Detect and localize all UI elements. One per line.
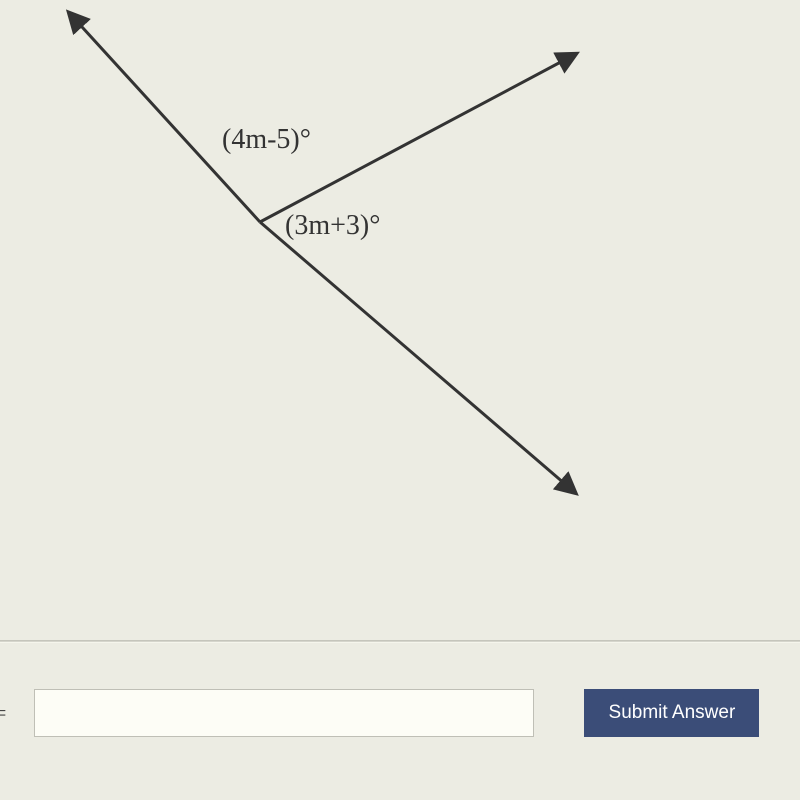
- angle-label-bottom: (3m+3)°: [285, 210, 380, 242]
- submit-answer-button[interactable]: Submit Answer: [584, 689, 759, 737]
- answer-row: = Submit Answer: [0, 643, 800, 737]
- geometry-diagram: (4m-5)° (3m+3)°: [0, 0, 800, 640]
- ray-lower-right: [260, 222, 572, 490]
- angle-label-top: (4m-5)°: [222, 124, 311, 156]
- answer-input[interactable]: [34, 689, 534, 737]
- rays-svg: [0, 0, 800, 640]
- ray-upper-left: [72, 16, 260, 222]
- equals-label: =: [0, 700, 6, 726]
